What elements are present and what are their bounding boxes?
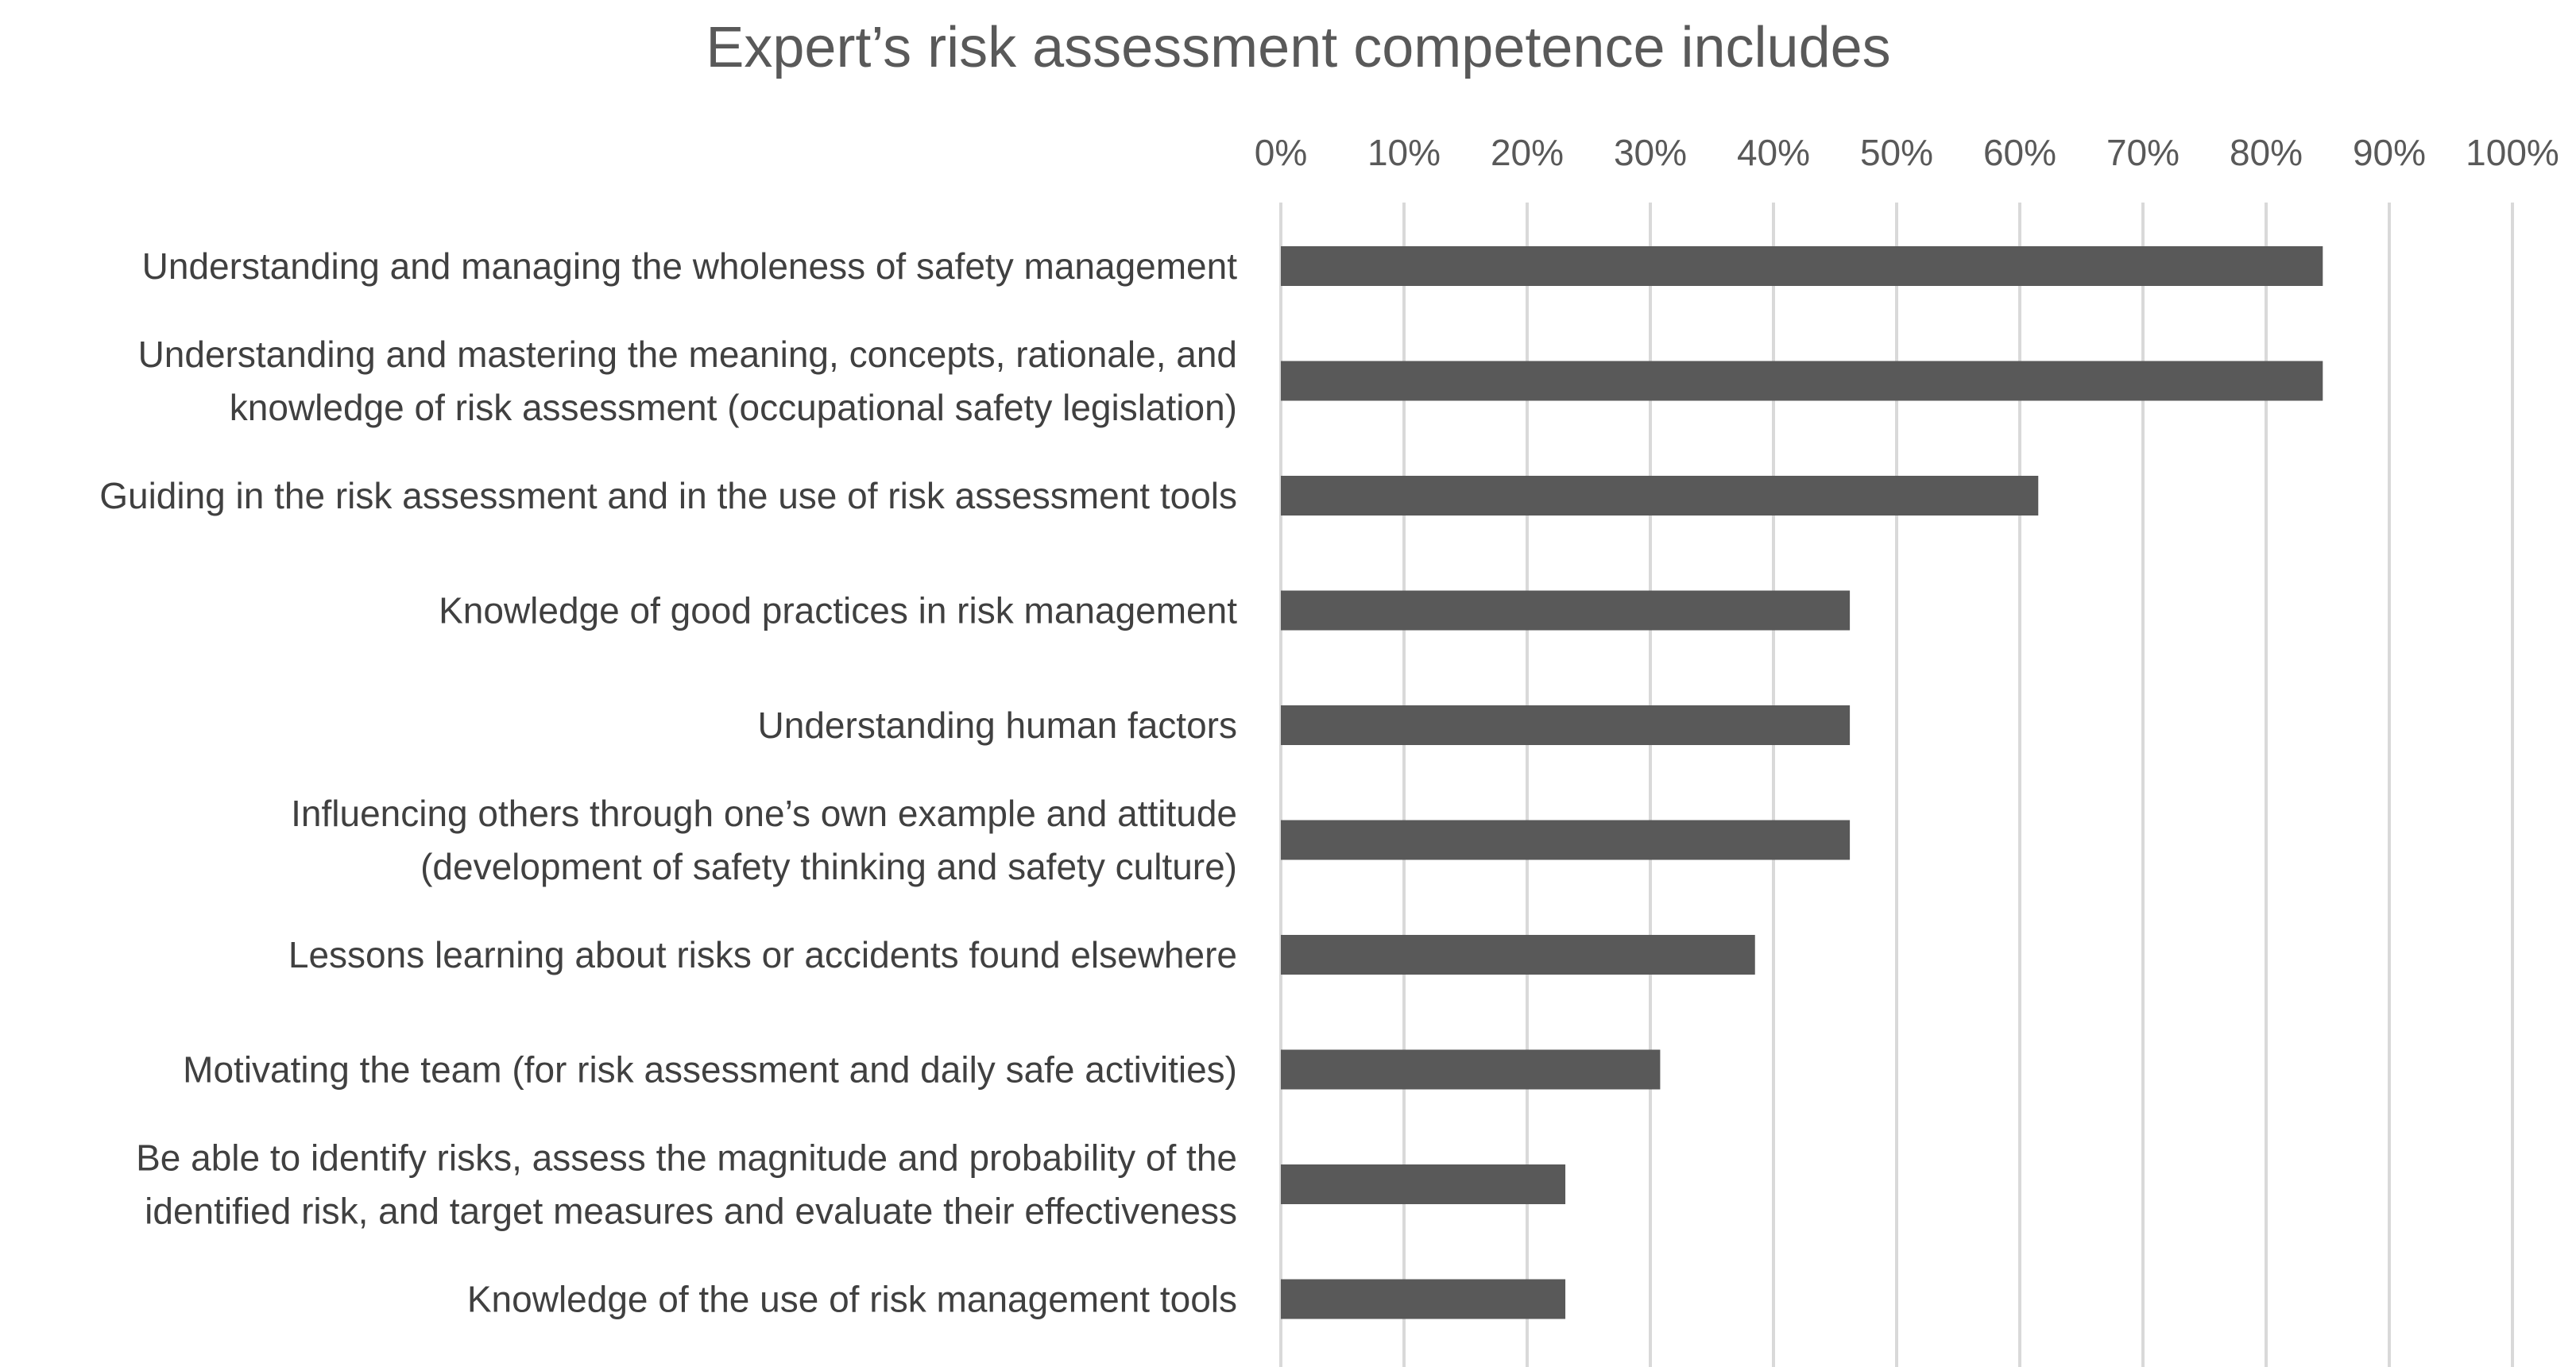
category-label-line: identified risk, and target measures and… — [145, 1191, 1237, 1232]
category-label: Be able to identify risks, assess the ma… — [136, 1137, 1237, 1232]
category-label-line: knowledge of risk assessment (occupation… — [230, 387, 1237, 428]
chart-title: Expert’s risk assessment competence incl… — [706, 16, 1890, 79]
category-label: Knowledge of good practices in risk mana… — [439, 590, 1237, 631]
category-label-line: Understanding and mastering the meaning,… — [138, 334, 1237, 375]
x-tick-label: 0% — [1255, 132, 1307, 173]
category-label: Understanding and managing the wholeness… — [142, 245, 1238, 287]
x-axis-ticks: 0% 10% 20% 30% 40% 50% 60% 70% 80% 90% 100% — [1255, 132, 2559, 173]
category-label-line: Motivating the team (for risk assessment… — [183, 1049, 1237, 1091]
bar — [1281, 361, 2323, 401]
category-label: Understanding and mastering the meaning,… — [138, 334, 1237, 428]
x-tick-label: 20% — [1491, 132, 1564, 173]
category-label: Motivating the team (for risk assessment… — [183, 1049, 1237, 1091]
bar — [1281, 246, 2323, 286]
category-label-line: Influencing others through one’s own exa… — [291, 793, 1237, 834]
bar — [1281, 935, 1755, 975]
x-tick-label: 60% — [1983, 132, 2056, 173]
bar — [1281, 1049, 1661, 1090]
category-label-line: Knowledge of good practices in risk mana… — [439, 590, 1237, 631]
bars — [1281, 246, 2323, 1319]
category-label-line: Understanding and managing the wholeness… — [142, 245, 1238, 287]
x-tick-label: 10% — [1367, 132, 1441, 173]
x-tick-label: 50% — [1860, 132, 1933, 173]
category-label: Influencing others through one’s own exa… — [291, 793, 1237, 887]
bar — [1281, 476, 2039, 516]
category-label: Knowledge of the use of risk management … — [467, 1279, 1237, 1320]
category-label: Understanding human factors — [758, 705, 1237, 746]
x-tick-label: 90% — [2353, 132, 2426, 173]
bar — [1281, 820, 1851, 860]
x-tick-label: 80% — [2230, 132, 2303, 173]
bar — [1281, 1279, 1566, 1319]
bar — [1281, 590, 1851, 631]
category-label-line: Knowledge of the use of risk management … — [467, 1279, 1237, 1320]
category-label-line: (development of safety thinking and safe… — [420, 846, 1237, 887]
x-tick-label: 70% — [2106, 132, 2180, 173]
bar — [1281, 1164, 1566, 1204]
category-label-line: Be able to identify risks, assess the ma… — [136, 1137, 1237, 1179]
category-labels: Understanding and managing the wholeness… — [99, 245, 1237, 1320]
bar — [1281, 705, 1851, 745]
category-label: Guiding in the risk assessment and in th… — [99, 475, 1237, 516]
x-tick-label: 30% — [1614, 132, 1687, 173]
category-label-line: Guiding in the risk assessment and in th… — [99, 475, 1237, 516]
x-tick-label: 100% — [2466, 132, 2559, 173]
category-label-line: Lessons learning about risks or accident… — [288, 934, 1237, 975]
x-tick-label: 40% — [1737, 132, 1810, 173]
category-label: Lessons learning about risks or accident… — [288, 934, 1237, 975]
category-label-line: Understanding human factors — [758, 705, 1237, 746]
